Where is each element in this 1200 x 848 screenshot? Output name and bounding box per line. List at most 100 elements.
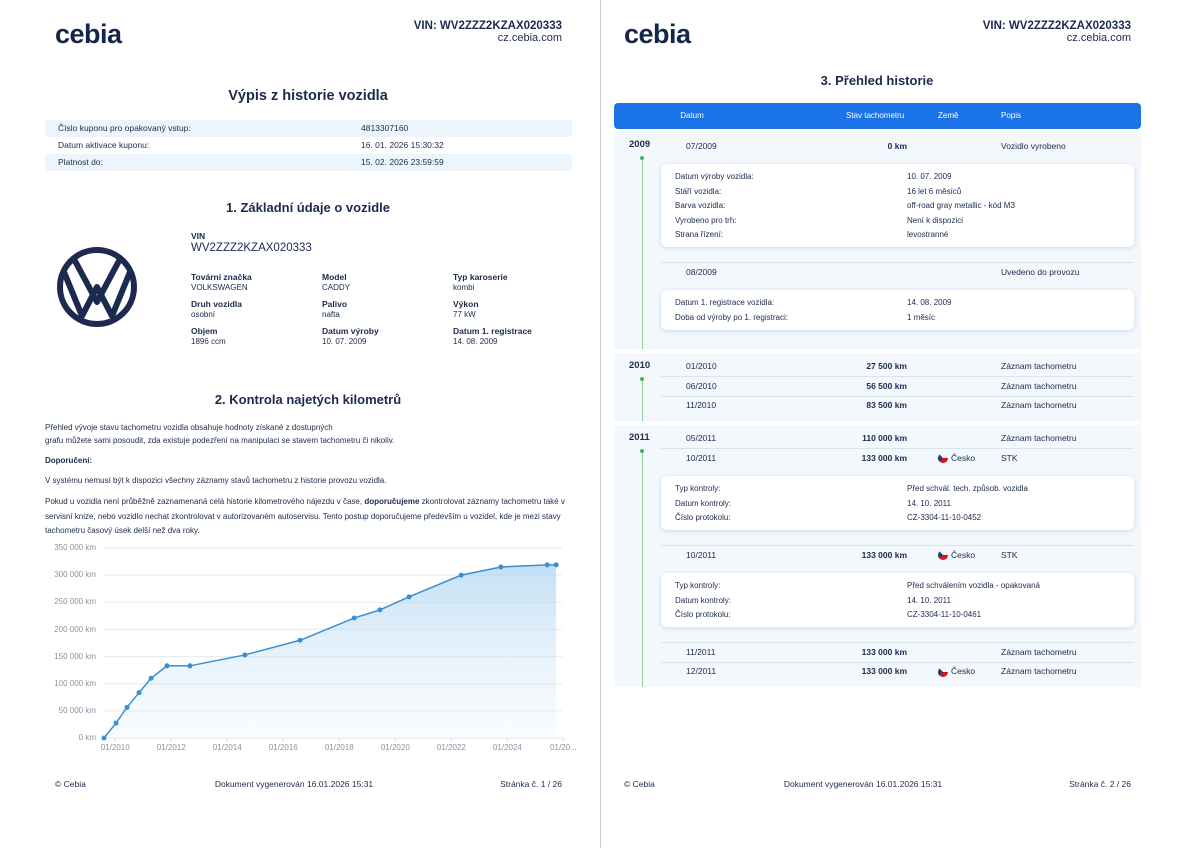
row-km: 27 500 km [866,361,907,372]
footer-right: Stránka č. 2 / 26 [1069,778,1131,789]
field-value: kombi [453,283,475,293]
title: 3. Přehled historie [820,73,934,89]
area [104,564,557,738]
timeline-line [641,378,643,421]
detail-card [661,290,1134,330]
field-label: Objem [191,325,218,336]
point [544,562,550,568]
vin-label: VIN [191,230,206,241]
row-km: 133 000 km [861,452,907,463]
row-divider [661,642,1134,643]
row-divider [661,376,1134,377]
detail-card [661,573,1134,627]
footer-center: Dokument vygenerován 16.01.2026 15:31 [783,778,943,789]
x-tick-label: 01/20... [550,743,577,753]
column-header: Země [938,111,959,121]
field-label: Model [322,271,347,282]
field-value: osobní [191,310,216,320]
point [136,690,142,696]
field-value: CADDY [322,283,351,293]
detail-label: Datum kontroly: [675,498,732,508]
field-label: Tovární značka [191,271,252,282]
row-divider [661,448,1134,449]
detail-value: 10. 07. 2009 [907,172,952,182]
point [498,564,504,570]
row-km: 133 000 km [861,549,907,560]
detail-label: Datum kontroly: [675,595,732,605]
column-header: Popis [1001,111,1022,121]
row-description: Záznam tachometru [1001,361,1077,372]
detail-label: Barva vozidla: [675,201,726,211]
section-title: 1. Základní údaje o vozidle [226,200,390,216]
detail-value: Není k dispozici [907,215,964,225]
row-description: Záznam tachometru [1001,646,1077,657]
detail-label: Vyrobeno pro trh: [675,215,737,225]
row-km: 56 500 km [866,380,907,391]
coupon-label: Platnost do: [58,156,103,167]
table-header [614,103,1141,129]
row-description: STK [1001,452,1018,463]
field-label: Datum 1. registrace [453,325,532,336]
detail-label: Číslo protokolu: [675,513,731,523]
page-1: cebia VIN: WV2ZZZ2KZAX020333 cz.cebia.com V… [45,19,577,789]
y-tick-label: 300 000 km [54,570,96,580]
point [148,675,154,681]
flag-icon [938,550,948,560]
timeline-dot [640,376,644,381]
row-km: 0 km [887,140,907,151]
advice-text: doporučujeme [364,497,420,506]
field-value: 77 kW [453,310,476,320]
footer-left: © Cebia [624,778,655,789]
flag-icon [938,666,948,677]
point [458,572,464,578]
detail-value: off-road gray metallic - kód M3 [907,201,1015,211]
footer-left: © Cebia [55,778,86,789]
section-title: 2. Kontrola najetých kilometrů [214,392,402,408]
row-date: 05/2011 [686,433,717,444]
detail-label: Datum 1. registrace vozidla: [675,298,775,308]
x-tick-label: 01/2022 [436,743,466,753]
column-header: Datum [680,111,704,121]
x-tick-label: 01/2024 [492,743,522,753]
coupon-row-bg [45,154,572,171]
point [124,704,130,710]
detail-value: 14. 10. 2011 [907,498,951,508]
row-km: 133 000 km [861,646,907,657]
x-tick-label: 01/2016 [268,743,298,753]
row-description: Vozidlo vyrobeno [1001,140,1066,151]
timeline-line [641,450,643,687]
detail-label: Stáří vozidla: [675,186,722,196]
paragraph: V systému nemusí být k dispozici všechny… [45,476,387,486]
point [377,607,383,613]
point [101,735,107,741]
y-tick-label: 350 000 km [54,543,96,553]
detail-value: 14. 08. 2009 [907,298,952,308]
row-country: Česko [951,549,976,560]
row-date: 08/2009 [686,266,717,277]
vw-logo [57,247,137,327]
detail-label: Strana řízení: [675,230,724,240]
field-label: Typ karoserie [453,271,508,282]
row-country: Česko [951,452,976,463]
page-1-graphics [57,247,564,741]
y-tick-label: 50 000 km [58,706,96,716]
row-km: 110 000 km [862,433,907,444]
detail-label: Doba od výroby po 1. registraci: [675,312,788,322]
vin-header: VIN: WV2ZZZ2KZAX020333 [413,20,562,33]
field-value: VOLKSWAGEN [191,283,248,293]
row-description: Záznam tachometru [1001,433,1077,444]
detail-value: levostranné [907,230,949,240]
row-date: 12/2011 [686,666,717,677]
column-header: Stav tachometru [846,111,905,121]
x-tick-label: 01/2014 [212,743,242,753]
field-label: Výkon [453,298,479,309]
y-tick-label: 250 000 km [54,597,96,607]
row-description: Uvedeno do provozu [1001,266,1080,277]
title: Výpis z historie vozidla [228,88,388,105]
point [164,663,170,669]
detail-value: CZ-3304-11-10-0461 [907,610,982,620]
y-tick-label: 0 km [78,733,96,743]
year-group [614,352,1141,421]
x-tick-label: 01/2018 [324,743,354,753]
coupon-value: 4813307160 [361,122,409,133]
